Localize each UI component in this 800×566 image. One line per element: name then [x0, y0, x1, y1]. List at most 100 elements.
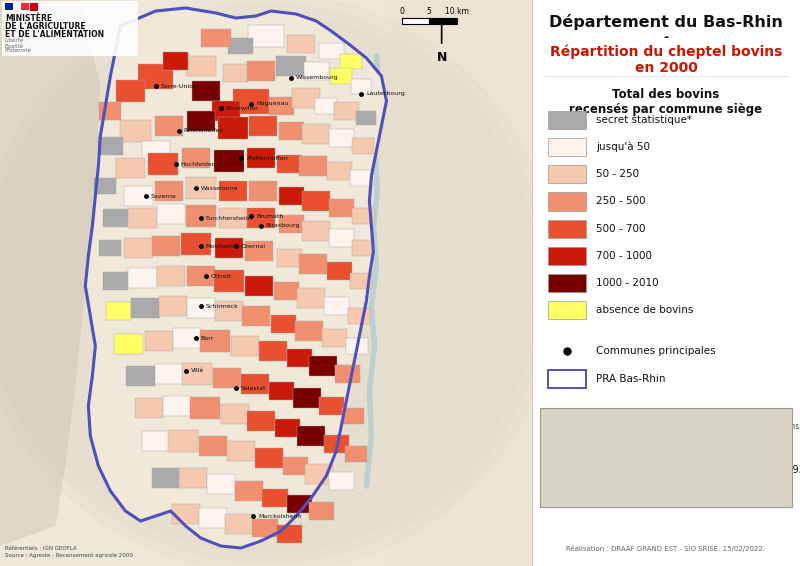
Bar [245, 241, 273, 261]
Text: Sélestat: Sélestat [241, 385, 266, 391]
Bar [186, 205, 216, 227]
Bar [247, 208, 275, 228]
Bar [348, 308, 370, 324]
Text: PRA Bas-Rhin: PRA Bas-Rhin [596, 374, 666, 384]
Bar [98, 137, 123, 155]
Bar [147, 153, 178, 175]
Bar [186, 266, 215, 286]
Bar [125, 238, 153, 258]
Bar [182, 363, 212, 385]
Bar [548, 247, 586, 265]
Polygon shape [382, 0, 532, 566]
Bar [334, 102, 359, 120]
Bar [324, 435, 349, 453]
Bar [429, 18, 457, 24]
Bar [212, 101, 240, 121]
Text: Molsheim: Molsheim [206, 243, 236, 248]
Bar [299, 254, 327, 274]
Bar [186, 111, 215, 131]
Text: en 2000: en 2000 [634, 61, 698, 75]
Text: *Une valeur n'est pas diffusée si elle concerne 1 ou 2 exploitations,: *Une valeur n'est pas diffusée si elle c… [542, 421, 800, 431]
Bar [297, 426, 326, 446]
Text: 50 - 250: 50 - 250 [596, 169, 639, 179]
Bar [214, 270, 244, 292]
Text: Lauterbourg: Lauterbourg [366, 92, 405, 96]
Polygon shape [0, 0, 100, 546]
Bar [163, 52, 188, 70]
Bar [125, 186, 153, 206]
Bar [168, 430, 198, 452]
Bar [213, 368, 241, 388]
Bar [30, 3, 38, 11]
Bar [299, 156, 327, 176]
Bar [269, 97, 294, 115]
Bar [286, 349, 312, 367]
Bar [326, 162, 352, 180]
Bar [249, 116, 277, 136]
Bar [269, 382, 294, 400]
Bar [304, 62, 329, 80]
Text: Pfaffenhoffen: Pfaffenhoffen [246, 156, 288, 161]
Bar [214, 150, 244, 172]
Text: Schirmeck: Schirmeck [206, 303, 238, 308]
Text: Furchhersheim: Furchhersheim [206, 216, 253, 221]
Text: recensés par commune siège: recensés par commune siège [570, 103, 762, 116]
Text: 250 - 500: 250 - 500 [596, 196, 646, 207]
Bar [235, 481, 263, 501]
Bar [99, 102, 122, 120]
Bar [350, 170, 372, 186]
Bar [126, 366, 154, 386]
Bar [151, 236, 180, 256]
Bar [154, 364, 182, 384]
Bar [356, 111, 377, 125]
Bar [309, 356, 338, 376]
Bar [200, 330, 230, 352]
Bar [5, 3, 13, 10]
Bar [247, 61, 275, 81]
Bar [330, 68, 352, 84]
Bar [151, 468, 180, 488]
Bar [21, 3, 29, 10]
Bar [340, 54, 362, 68]
Bar [329, 129, 354, 147]
Bar [270, 315, 296, 333]
Bar [145, 331, 173, 351]
Bar [352, 208, 374, 224]
Bar [277, 525, 302, 543]
Bar [352, 240, 374, 256]
Bar [186, 298, 215, 318]
Bar [134, 398, 162, 418]
Bar [182, 148, 210, 168]
Bar [282, 457, 308, 475]
Bar [162, 396, 190, 416]
Bar [94, 178, 117, 194]
Text: ET DE L'ALIMENTATION: ET DE L'ALIMENTATION [5, 30, 104, 39]
Text: Bouxwiller: Bouxwiller [226, 105, 258, 110]
Bar [157, 266, 185, 286]
Bar [215, 301, 243, 321]
Bar [548, 111, 586, 129]
Text: absence de bovins: absence de bovins [596, 305, 694, 315]
Bar [99, 240, 122, 256]
Text: secret statistique*: secret statistique* [596, 115, 692, 125]
Bar [286, 495, 312, 513]
Bar [228, 38, 254, 54]
Bar [287, 35, 315, 53]
Bar [262, 489, 287, 507]
Bar [142, 141, 170, 161]
Text: Wissembourg: Wissembourg [296, 75, 338, 80]
Bar [117, 158, 145, 178]
Bar [346, 446, 367, 462]
Bar [121, 120, 150, 142]
Bar [154, 181, 182, 201]
Text: Marckolsheim: Marckolsheim [258, 513, 302, 518]
Bar [154, 116, 182, 136]
Bar [192, 81, 220, 101]
Text: Hochfelden: Hochfelden [181, 161, 217, 166]
Bar [117, 80, 145, 102]
Text: Département du Bas-Rhin: Département du Bas-Rhin [549, 14, 783, 30]
Bar [173, 328, 201, 348]
Text: Barr: Barr [201, 336, 214, 341]
Bar [548, 274, 586, 292]
Text: Ottrott: Ottrott [210, 273, 232, 278]
